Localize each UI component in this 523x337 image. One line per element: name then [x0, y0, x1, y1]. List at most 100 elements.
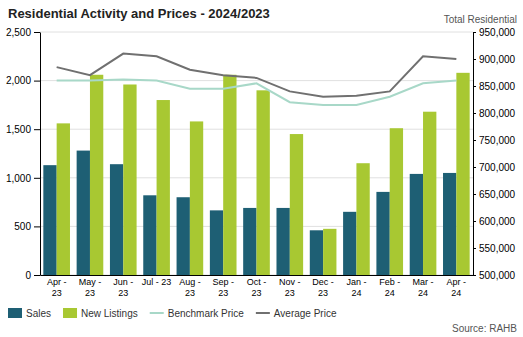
- y2-tick-mark: [473, 59, 476, 60]
- x-tick-label-line: 23: [285, 288, 295, 298]
- x-tick-label-line: 24: [351, 288, 361, 298]
- legend-item: Average Price: [256, 308, 337, 319]
- y-tick-mark: [34, 178, 40, 179]
- x-tick: Oct -23: [247, 277, 267, 297]
- y2-tick-mark: [473, 221, 476, 222]
- x-tick-label: Jul - 23: [142, 277, 172, 287]
- bar: [210, 210, 223, 275]
- legend-item: Sales: [8, 308, 51, 319]
- x-tick-label: Apr -24: [447, 277, 467, 297]
- bar: [43, 165, 56, 275]
- y2-tick: 650,000: [473, 189, 516, 200]
- x-tick-label-line: Nov -: [279, 277, 301, 287]
- x-tick-label-line: Mar -: [413, 277, 434, 287]
- x-tick-label-line: 23: [251, 288, 261, 298]
- y-tick-label: 2,500: [6, 27, 31, 38]
- y2-axis: 500,000550,000600,000650,000700,000750,0…: [473, 27, 516, 281]
- x-tick-label: Aug -23: [179, 277, 201, 297]
- y2-tick: 850,000: [473, 81, 516, 92]
- y-tick: 0: [25, 270, 40, 281]
- bar: [190, 121, 203, 275]
- grid-line: [40, 32, 473, 33]
- annotation: Source: RAHB: [452, 323, 517, 334]
- bar: [90, 75, 103, 275]
- x-tick-label: Nov -23: [279, 277, 301, 297]
- y-tick: 1,500: [6, 124, 40, 135]
- bar: [456, 73, 469, 275]
- y2-tick: 600,000: [473, 216, 516, 227]
- y2-tick-label: 550,000: [479, 243, 516, 254]
- x-tick-label-line: Feb -: [379, 277, 400, 287]
- bar: [57, 123, 70, 275]
- legend-swatch: [8, 308, 22, 318]
- bar-series: [57, 73, 470, 275]
- bar: [257, 90, 270, 275]
- x-tick-label-line: May -: [79, 277, 102, 287]
- legend: SalesNew ListingsBenchmark PriceAverage …: [8, 308, 337, 319]
- x-tick-label: Sep -23: [212, 277, 234, 297]
- y2-tick-label: 900,000: [479, 54, 516, 65]
- y-tick: 1,000: [6, 173, 40, 184]
- axis-line: [41, 275, 474, 276]
- y2-tick: 900,000: [473, 54, 516, 65]
- y2-tick-mark: [473, 167, 476, 168]
- bar: [443, 173, 456, 275]
- x-tick-label: Dec -23: [312, 277, 334, 297]
- x-tick-label-line: Apr -: [47, 277, 67, 287]
- plot: Apr -23May -23Jun -23Jul - 23Aug -23Sep …: [6, 27, 516, 298]
- legend-label: Average Price: [274, 308, 337, 319]
- y-tick-label: 1,500: [6, 124, 31, 135]
- bar: [343, 212, 356, 275]
- x-tick: Aug -23: [179, 277, 201, 297]
- bar: [77, 151, 90, 275]
- y2-tick-label: 650,000: [479, 189, 516, 200]
- x-tick-label: Apr -23: [47, 277, 67, 297]
- x-tick-label-line: Jul - 23: [142, 277, 172, 287]
- x-tick-label-line: 24: [385, 288, 395, 298]
- y2-tick-label: 850,000: [479, 81, 516, 92]
- bar: [323, 229, 336, 275]
- x-tick: May -23: [79, 277, 102, 297]
- x-tick-label: Jan -24: [346, 277, 366, 297]
- chart: Apr -23May -23Jun -23Jul - 23Aug -23Sep …: [0, 0, 523, 337]
- legend-item: New Listings: [63, 308, 138, 319]
- bar: [356, 163, 369, 275]
- bar: [276, 208, 289, 275]
- y2-tick-label: 500,000: [479, 270, 516, 281]
- y2-tick-mark: [473, 86, 476, 87]
- x-tick-label-line: Dec -: [312, 277, 334, 287]
- x-tick: Dec -23: [312, 277, 334, 297]
- bar: [290, 134, 303, 275]
- y-tick-label: 2,000: [6, 75, 31, 86]
- line: [57, 54, 457, 97]
- y2-tick-mark: [473, 194, 476, 195]
- y2-tick-mark: [473, 113, 476, 114]
- y-tick: 2,000: [6, 75, 40, 86]
- y2-tick-label: 950,000: [479, 27, 516, 38]
- x-tick: Jun -23: [113, 277, 133, 297]
- x-tick-label: Feb -24: [379, 277, 400, 297]
- bar: [157, 100, 170, 275]
- y2-tick: 750,000: [473, 135, 516, 146]
- legend-label: Sales: [26, 308, 51, 319]
- y2-tick: 500,000: [473, 270, 516, 281]
- x-tick: Jul - 23: [142, 277, 172, 287]
- bar: [310, 230, 323, 275]
- x-tick: Apr -23: [47, 277, 67, 297]
- x-tick-label-line: Sep -: [212, 277, 234, 287]
- x-tick-label-line: Aug -: [179, 277, 201, 287]
- y2-tick-label: 750,000: [479, 135, 516, 146]
- x-axis: Apr -23May -23Jun -23Jul - 23Aug -23Sep …: [41, 276, 474, 298]
- bar: [376, 192, 389, 275]
- x-tick-label-line: 23: [118, 288, 128, 298]
- y2-tick-mark: [473, 248, 476, 249]
- bar: [177, 197, 190, 275]
- bar: [390, 128, 403, 275]
- axis-line: [40, 33, 41, 276]
- legend-swatch: [256, 312, 270, 314]
- y-tick-label: 0: [25, 270, 31, 281]
- bar: [243, 208, 256, 275]
- x-tick-label-line: Jan -: [346, 277, 366, 287]
- x-tick-label-line: 23: [318, 288, 328, 298]
- x-tick-label-line: Oct -: [247, 277, 267, 287]
